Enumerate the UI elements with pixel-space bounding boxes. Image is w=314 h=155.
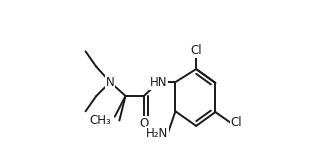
- Text: HN: HN: [150, 76, 167, 89]
- Text: O: O: [139, 117, 149, 130]
- Text: Cl: Cl: [231, 116, 242, 129]
- Text: H₂N: H₂N: [145, 127, 168, 140]
- Text: CH₃: CH₃: [89, 114, 111, 127]
- Text: Cl: Cl: [190, 44, 202, 57]
- Text: N: N: [106, 76, 115, 89]
